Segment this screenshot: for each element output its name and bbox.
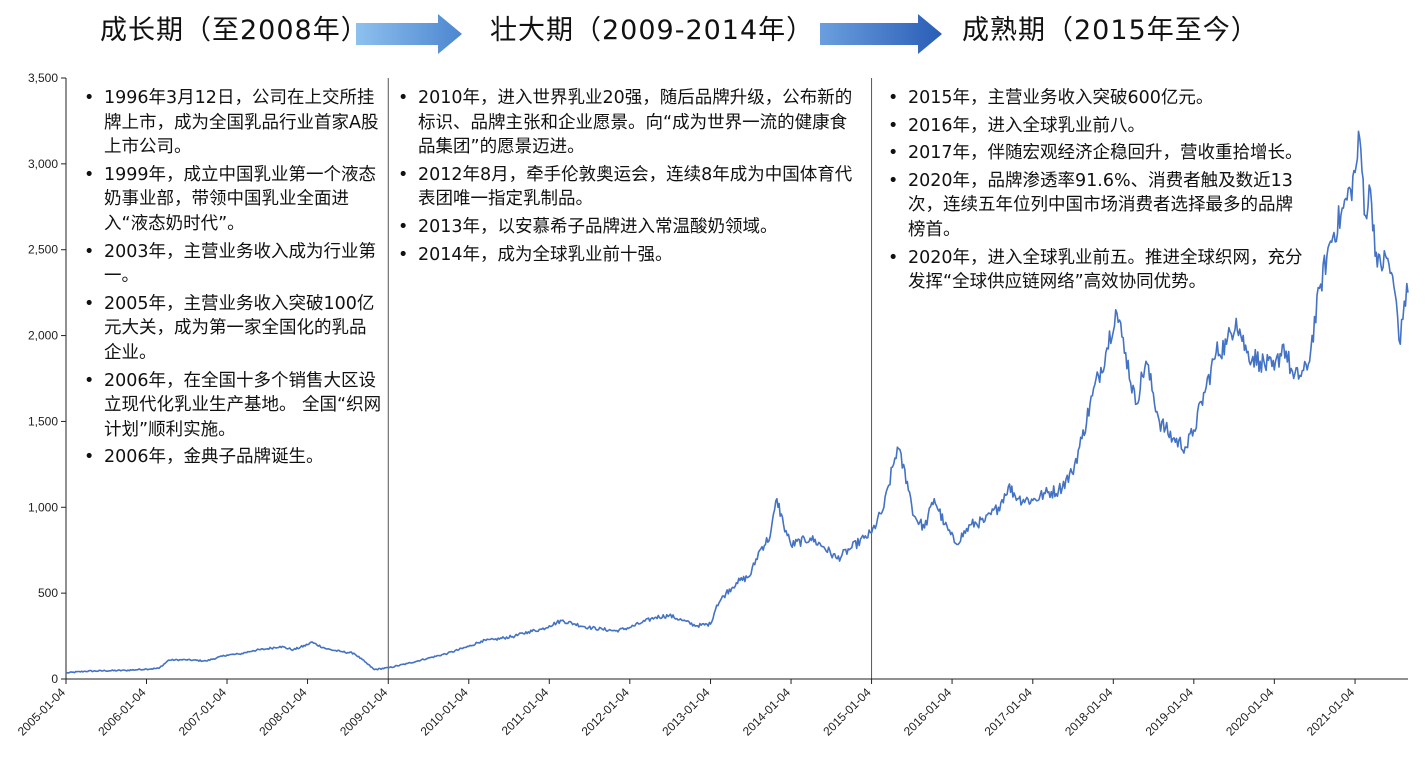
note-item: 2020年，进入全球乳业前五。推进全球织网，充分发挥“全球供应链网络”高效协同优…: [888, 246, 1308, 295]
y-tick-label: 2,500: [28, 243, 58, 257]
phase-notes-expansion: 2010年，进入世界乳业20强，随后品牌升级，公布新的标识、品牌主张和企业愿景。…: [398, 86, 860, 270]
x-tick-label: 2014-01-04: [740, 685, 794, 739]
y-tick-label: 2,000: [28, 329, 58, 343]
phase-title-growth: 成长期（至2008年）: [100, 15, 369, 46]
note-item: 2014年，成为全球乳业前十强。: [398, 243, 860, 268]
note-item: 2006年，金典子品牌诞生。: [84, 445, 382, 470]
x-tick-label: 2013-01-04: [659, 685, 713, 739]
note-item: 1999年，成立中国乳业第一个液态奶事业部，带领中国乳业全面进入“液态奶时代”。: [84, 163, 382, 237]
x-tick-label: 2005-01-04: [15, 685, 69, 739]
note-item: 2003年，主营业务收入成为行业第一。: [84, 240, 382, 289]
x-tick-label: 2018-01-04: [1062, 685, 1116, 739]
x-tick-label: 2008-01-04: [256, 685, 310, 739]
right-arrow-icon: [820, 14, 942, 54]
x-tick-label: 2016-01-04: [901, 685, 955, 739]
x-tick-label: 2017-01-04: [982, 685, 1036, 739]
note-item: 2017年，伴随宏观经济企稳回升，营收重拾增长。: [888, 141, 1308, 166]
y-tick-label: 3,500: [28, 71, 58, 85]
x-tick-label: 2006-01-04: [95, 685, 149, 739]
x-tick-label: 2021-01-04: [1304, 685, 1358, 739]
x-tick-label: 2012-01-04: [579, 685, 633, 739]
note-item: 1996年3月12日，公司在上交所挂牌上市，成为全国乳品行业首家A股上市公司。: [84, 86, 382, 160]
series-line: [65, 130, 1409, 674]
note-item: 2006年，在全国十多个销售大区设立现代化乳业生产基地。 全国“织网计划”顺利实…: [84, 369, 382, 443]
note-item: 2010年，进入世界乳业20强，随后品牌升级，公布新的标识、品牌主张和企业愿景。…: [398, 86, 860, 160]
x-tick-label: 2019-01-04: [1143, 685, 1197, 739]
y-tick-label: 3,000: [28, 157, 58, 171]
note-item: 2005年，主营业务收入突破100亿元大关，成为第一家全国化的乳品企业。: [84, 292, 382, 366]
right-arrow-icon: [356, 14, 462, 54]
x-tick-label: 2009-01-04: [337, 685, 391, 739]
phase-title-expansion: 壮大期（2009-2014年）: [490, 15, 815, 46]
note-item: 2020年，品牌渗透率91.6%、消费者触及数近13次，连续五年位列中国市场消费…: [888, 169, 1308, 243]
x-tick-label: 2020-01-04: [1223, 685, 1277, 739]
note-item: 2015年，主营业务收入突破600亿元。: [888, 86, 1308, 111]
y-tick-label: 500: [38, 586, 58, 600]
phase-notes-maturity: 2015年，主营业务收入突破600亿元。 2016年，进入全球乳业前八。 201…: [888, 86, 1308, 298]
phase-notes-growth: 1996年3月12日，公司在上交所挂牌上市，成为全国乳品行业首家A股上市公司。 …: [84, 86, 382, 473]
y-tick-label: 0: [51, 672, 58, 686]
note-item: 2012年8月，牵手伦敦奥运会，连续8年成为中国体育代表团唯一指定乳制品。: [398, 163, 860, 212]
note-item: 2013年，以安慕希子品牌进入常温酸奶领域。: [398, 215, 860, 240]
x-tick-label: 2007-01-04: [176, 685, 230, 739]
x-tick-label: 2015-01-04: [820, 685, 874, 739]
x-tick-label: 2011-01-04: [499, 685, 552, 738]
y-tick-label: 1,000: [28, 500, 58, 514]
y-tick-label: 1,500: [28, 414, 58, 428]
x-tick-label: 2010-01-04: [418, 685, 472, 739]
note-item: 2016年，进入全球乳业前八。: [888, 114, 1308, 139]
phase-title-maturity: 成熟期（2015年至今）: [962, 15, 1259, 46]
